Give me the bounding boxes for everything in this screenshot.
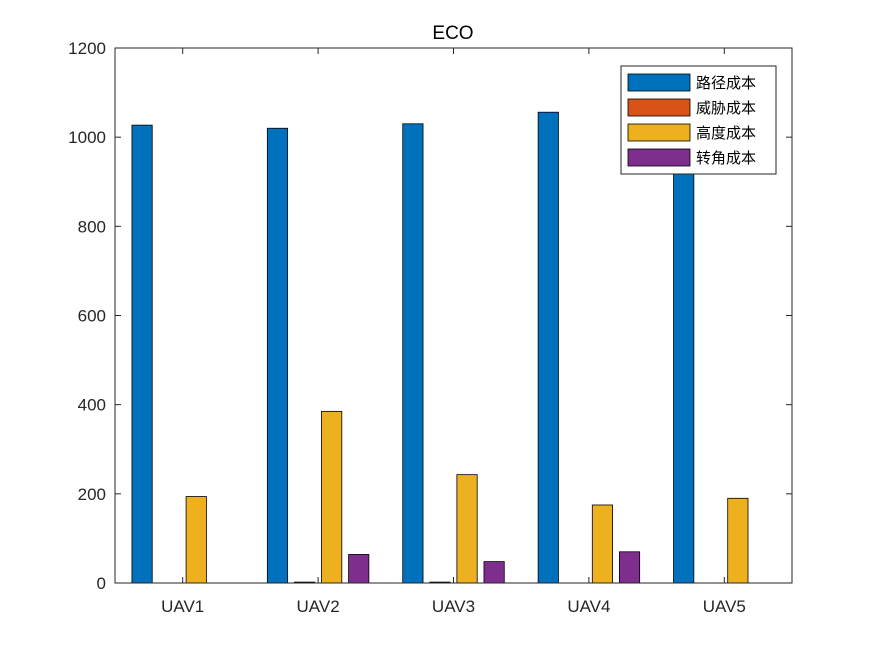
legend-swatch-series-2	[627, 98, 691, 117]
y-tick-label: 200	[78, 485, 106, 504]
bar-uav1-series-1	[131, 124, 153, 584]
bar-uav3-series-1	[402, 123, 424, 584]
bar-uav2-series-1	[266, 127, 289, 584]
bar-uav2-series-3	[321, 410, 343, 584]
bar-uav4-series-1	[537, 111, 559, 584]
y-tick-label: 600	[78, 307, 106, 326]
y-tick-label: 0	[97, 574, 106, 593]
bar-uav2-series-4	[348, 554, 370, 584]
y-tick-label: 400	[78, 396, 106, 415]
y-tick-label: 800	[78, 217, 106, 236]
x-tick-label-uav4: UAV4	[567, 597, 610, 616]
legend-label-series-2: 威胁成本	[696, 99, 756, 117]
bar-uav4-series-4	[618, 551, 641, 584]
bar-uav5-series-3	[727, 497, 749, 584]
bar-uav3-series-3	[456, 474, 478, 584]
legend-label-series-4: 转角成本	[696, 149, 756, 167]
legend-swatch-series-4	[627, 148, 691, 167]
legend-swatch-series-3	[627, 123, 691, 142]
legend-label-series-1: 路径成本	[696, 74, 756, 92]
bar-uav3-series-4	[483, 561, 505, 584]
y-tick-label: 1000	[68, 128, 106, 147]
legend-label-series-3: 高度成本	[696, 124, 756, 142]
y-tick-label: 1200	[68, 39, 106, 58]
chart-title: ECO	[432, 23, 473, 44]
bar-uav5-series-1	[673, 136, 695, 584]
x-tick-label-uav5: UAV5	[703, 597, 746, 616]
bar-uav4-series-3	[591, 504, 613, 584]
axes-group: 0 200 400 600 800 1000 1200 UAV1 UAV2 UAV3 UAV4 UAV…	[68, 39, 793, 616]
x-tick-label-uav2: UAV2	[297, 597, 340, 616]
legend-swatch-series-1	[627, 73, 691, 92]
x-tick-label-uav3: UAV3	[432, 597, 475, 616]
x-tick-label-uav1: UAV1	[161, 597, 204, 616]
bar-uav1-series-3	[185, 496, 207, 584]
